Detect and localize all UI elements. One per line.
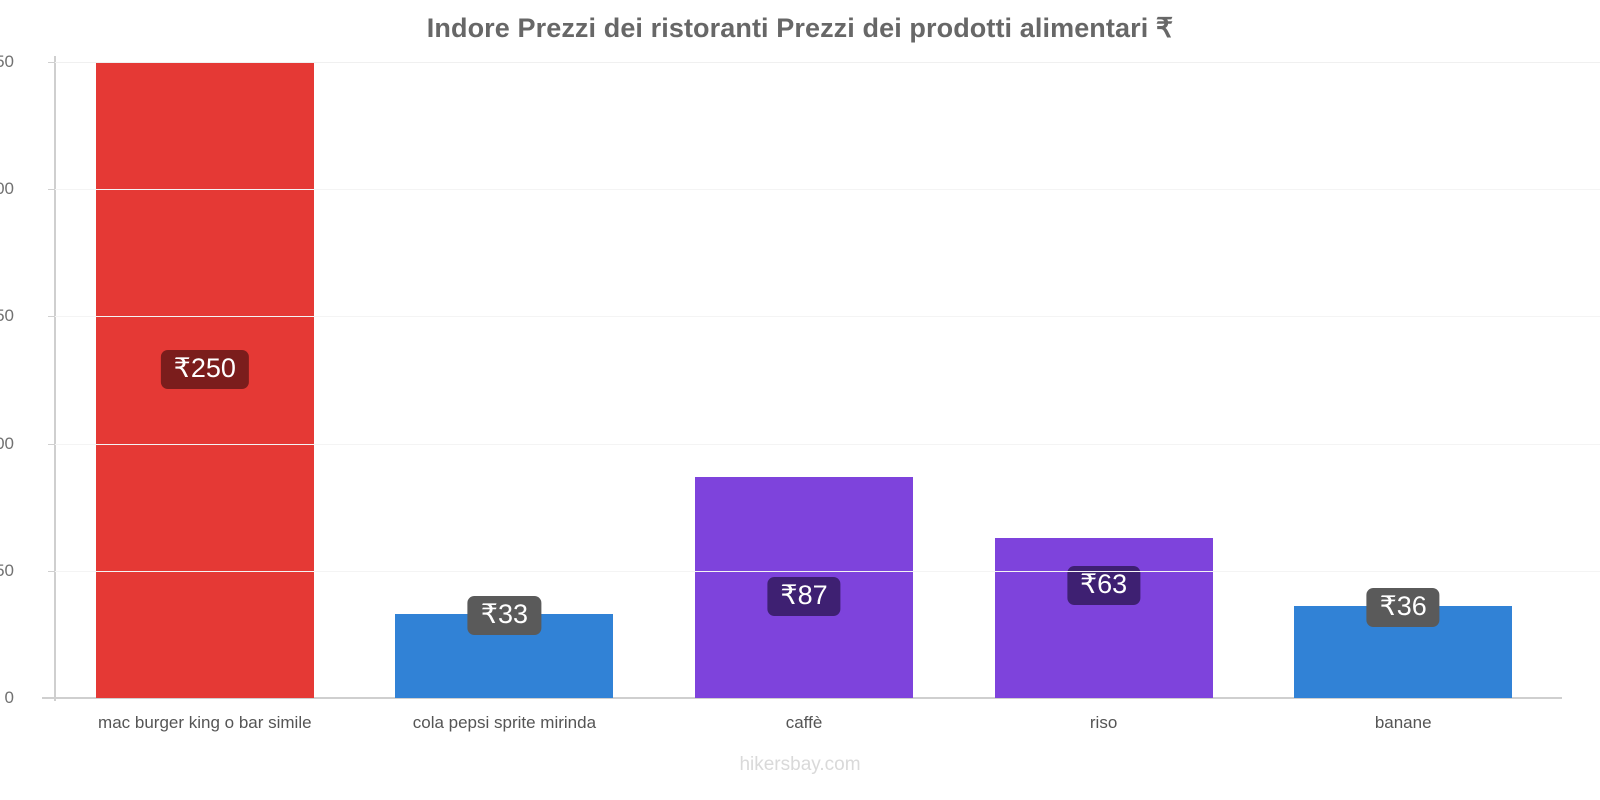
chart-title: Indore Prezzi dei ristoranti Prezzi dei … <box>426 13 1174 43</box>
bar-value-label: ₹63 <box>1066 565 1141 605</box>
x-tick-label: mac burger king o bar simile <box>98 713 312 732</box>
y-axis-line <box>54 56 56 701</box>
bar-value-label: ₹33 <box>467 596 541 636</box>
y-tick-label: 200 <box>0 179 14 199</box>
x-axis-line <box>42 697 1562 699</box>
y-tick-label: 250 <box>0 52 14 71</box>
gridline <box>55 189 1600 191</box>
y-tick-mark <box>48 62 55 63</box>
bar-value-label: ₹250 <box>160 350 249 390</box>
y-tick-label: 100 <box>0 433 14 453</box>
y-tick-mark <box>48 443 55 445</box>
footer-credit: hikersbay.com <box>739 754 861 775</box>
x-tick-label: caffè <box>785 713 823 732</box>
y-tick-mark <box>48 570 55 572</box>
y-tick-label: 150 <box>0 306 14 326</box>
gridline <box>55 316 1600 318</box>
x-tick-label: cola pepsi sprite mirinda <box>412 713 597 732</box>
bar[interactable] <box>994 537 1213 698</box>
x-tick-label: banane <box>1374 713 1432 732</box>
y-tick-label: 50 <box>0 560 14 580</box>
gridline <box>55 443 1600 445</box>
y-tick-label: 0 <box>4 688 14 707</box>
y-tick-mark <box>48 316 55 318</box>
bar-value-label: ₹87 <box>767 576 841 616</box>
x-tick-label: riso <box>1089 713 1118 732</box>
gridline <box>55 570 1600 572</box>
bar-value-label: ₹36 <box>1366 588 1440 628</box>
gridline <box>55 62 1600 63</box>
y-tick-mark <box>48 189 55 191</box>
y-tick-mark <box>48 698 55 699</box>
